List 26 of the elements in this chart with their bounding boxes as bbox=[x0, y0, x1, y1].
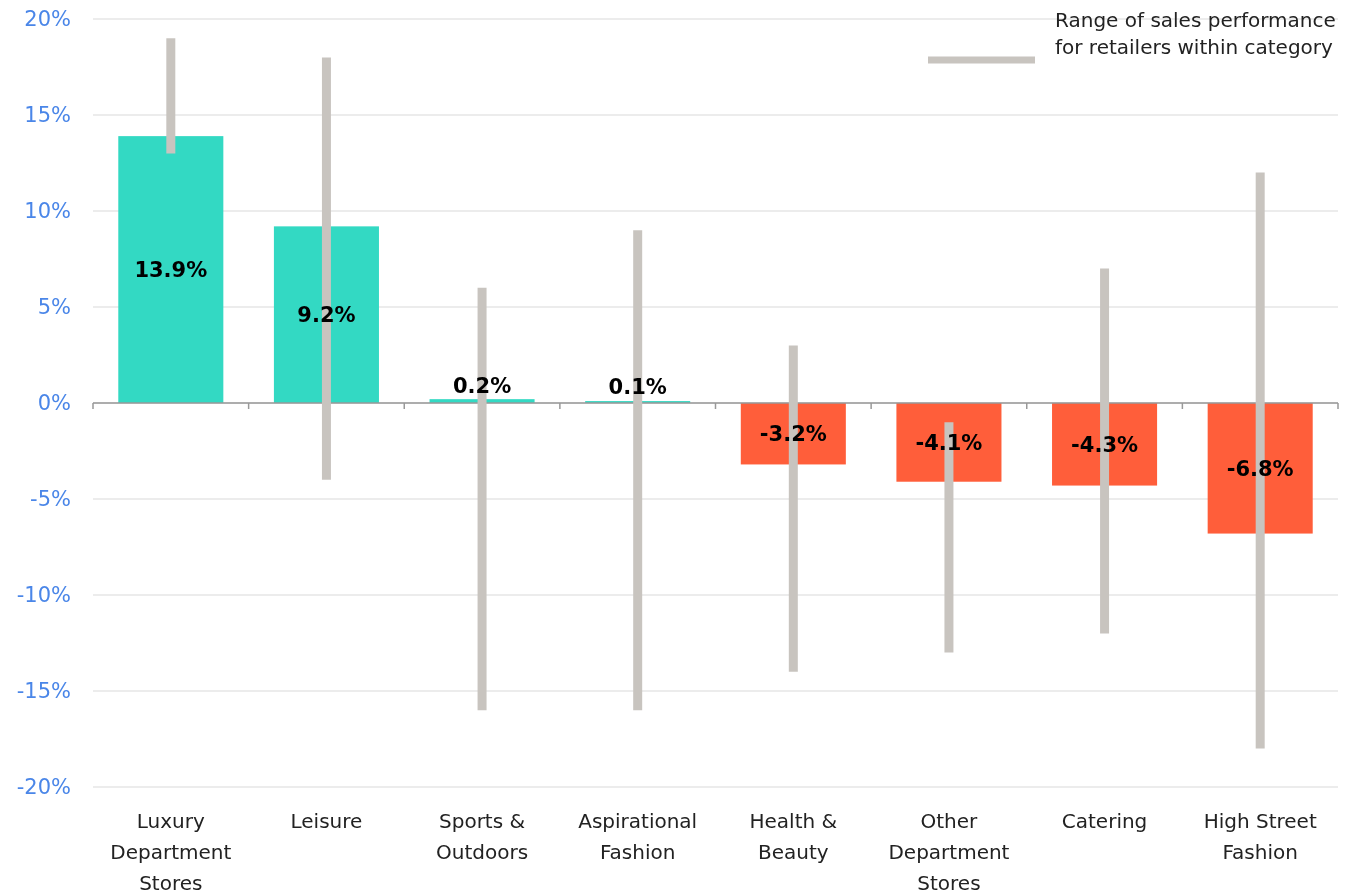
data-label: -3.2% bbox=[759, 422, 827, 447]
x-tick-label: Health & Beauty bbox=[749, 809, 838, 864]
data-label: 13.9% bbox=[134, 257, 208, 282]
y-tick-label: -15% bbox=[16, 679, 71, 704]
y-tick-label: 5% bbox=[37, 295, 71, 320]
bar bbox=[118, 136, 224, 403]
y-tick-label: -5% bbox=[30, 487, 71, 512]
y-tick-label: 15% bbox=[24, 103, 71, 128]
y-tick-label: 20% bbox=[24, 7, 71, 32]
annotation: Range of sales performance for retailers within category bbox=[1055, 8, 1336, 59]
x-tick-label: Leisure bbox=[290, 809, 363, 833]
y-tick-label: 10% bbox=[24, 199, 71, 224]
x-tick-label: Other Department Stores bbox=[888, 809, 1010, 891]
x-tick-label: Luxury Department Stores bbox=[110, 809, 232, 891]
data-label: 0.2% bbox=[452, 373, 512, 398]
y-tick-label: 0% bbox=[37, 391, 71, 416]
data-label: -4.3% bbox=[1071, 432, 1139, 457]
y-tick-label: -20% bbox=[16, 775, 71, 800]
data-label: -6.8% bbox=[1226, 456, 1294, 481]
x-tick-label: Catering bbox=[1061, 809, 1148, 833]
x-tick-label: Aspirational Fashion bbox=[578, 809, 698, 864]
data-label: -4.1% bbox=[915, 430, 983, 455]
data-label: 0.1% bbox=[608, 375, 667, 400]
x-tick-label: Sports & Outdoors bbox=[436, 809, 529, 864]
y-tick-label: -10% bbox=[16, 583, 71, 608]
x-tick-label: High Street Fashion bbox=[1203, 809, 1317, 864]
